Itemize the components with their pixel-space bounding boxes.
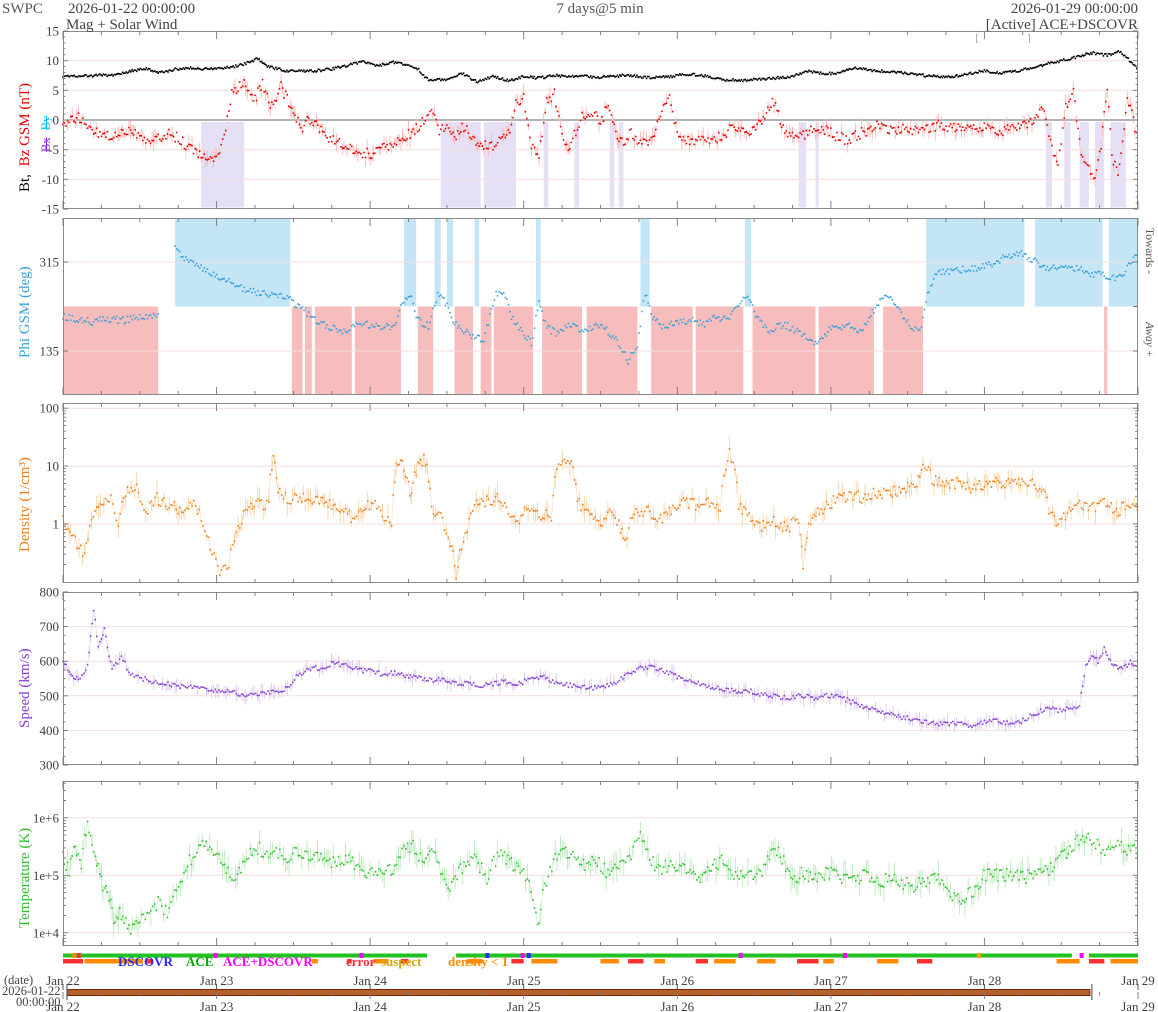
phi-panel: 315 135: [40, 218, 1139, 395]
date-tick-label: Jan 25: [506, 973, 541, 988]
date-tick-label: Jan 28: [967, 999, 1002, 1012]
svg-text:400: 400: [40, 723, 60, 738]
date-tick-label: Jan 23: [199, 973, 234, 988]
svg-text:135: 135: [40, 344, 60, 359]
svg-text:1: 1: [53, 517, 60, 532]
mag-axis-title: Bt, Bz GSM (nT): [17, 82, 34, 192]
speed-panel: 800 700 600 500 400 300: [40, 585, 1139, 773]
svg-text:700: 700: [40, 619, 60, 634]
by-toggle[interactable]: By: [39, 115, 53, 131]
nav-start-time: 00:00:00: [16, 995, 61, 1009]
svg-text:600: 600: [40, 654, 60, 669]
start-datetime: 2026-01-22 00:00:00: [68, 1, 196, 17]
svg-text:1e+5: 1e+5: [33, 868, 59, 883]
svg-text:]: ]: [1027, 33, 1030, 44]
mag-toggle-labels: Bx By: [39, 115, 53, 152]
temp-panel: 1e+6 1e+5 1e+4: [33, 781, 1139, 946]
date-caption: (date): [4, 973, 34, 987]
bt-label: Bt,: [17, 174, 33, 192]
density-panel: 100 10 1: [40, 401, 1139, 583]
legend-item-ace-dscovr: ACE+DSCOVR: [223, 954, 313, 969]
legend-item-error: error: [346, 954, 376, 969]
date-tick-label: Jan 29: [1121, 999, 1155, 1012]
date-tick-label: Jan 28: [967, 973, 1002, 988]
svg-text:315: 315: [40, 255, 60, 270]
phi-axis-title: Phi GSM (deg): [17, 266, 33, 358]
svg-text:10: 10: [46, 459, 59, 474]
speed-axis-title: Speed (km/s): [17, 648, 33, 728]
temperature-axis-title: Temperature (K): [17, 827, 33, 928]
brand-logo: SWPC: [2, 1, 43, 17]
date-tick-label: Jan 26: [660, 973, 695, 988]
date-tick-label: Jan 27: [814, 973, 848, 988]
end-datetime: 2026-01-29 00:00:00: [1010, 1, 1138, 17]
bx-toggle[interactable]: Bx: [39, 137, 53, 152]
svg-text:0: 0: [53, 113, 60, 128]
svg-text:-10: -10: [42, 172, 59, 187]
bz-label: Bz GSM (nT): [17, 82, 33, 167]
legend-item-suspect: suspect: [381, 954, 422, 969]
svg-text:100: 100: [40, 401, 60, 416]
data-source-label: [Active] ACE+DSCOVR: [985, 17, 1138, 33]
away-sector-label: Away +: [1143, 322, 1155, 358]
date-tick-label: Jan 27: [814, 999, 848, 1012]
date-tick-label: Jan 24: [353, 973, 387, 988]
svg-text:-5: -5: [48, 142, 59, 157]
svg-text:500: 500: [40, 688, 60, 703]
date-tick-label: Jan 24: [353, 999, 387, 1012]
date-tick-label: Jan 22: [46, 999, 80, 1012]
svg-text:300: 300: [40, 758, 60, 773]
svg-text:800: 800: [40, 585, 60, 600]
svg-text:10: 10: [46, 53, 59, 68]
svg-text:[: [: [975, 33, 978, 44]
date-tick-label: Jan 26: [660, 999, 695, 1012]
svg-text:1e+6: 1e+6: [33, 810, 60, 825]
density-axis-title: Density (1/cm³): [17, 457, 33, 552]
svg-text:1e+4: 1e+4: [33, 925, 60, 940]
nav-start-date: 2026-01-22: [2, 984, 61, 998]
legend-item-density-1: density < 1: [448, 954, 509, 969]
resolution-title: 7 days@5 min: [556, 1, 644, 17]
legend-item-dscovr: DSCOVR: [118, 954, 173, 969]
legend-item-ace: ACE: [186, 954, 214, 969]
svg-text:-15: -15: [42, 202, 59, 217]
date-tick-label: Jan 25: [506, 999, 541, 1012]
page-title: Mag + Solar Wind: [66, 17, 178, 33]
svg-text:15: 15: [46, 24, 59, 39]
date-tick-label: Jan 29: [1121, 973, 1155, 988]
svg-text:5: 5: [53, 83, 60, 98]
towards-sector-label: Towards -: [1143, 228, 1155, 275]
date-tick-label: Jan 22: [46, 973, 80, 988]
date-tick-label: Jan 23: [199, 999, 234, 1012]
mag-panel: 15 10 5 0 -5 -10 -15: [42, 24, 1139, 217]
time-range-bar[interactable]: [66, 989, 1091, 996]
